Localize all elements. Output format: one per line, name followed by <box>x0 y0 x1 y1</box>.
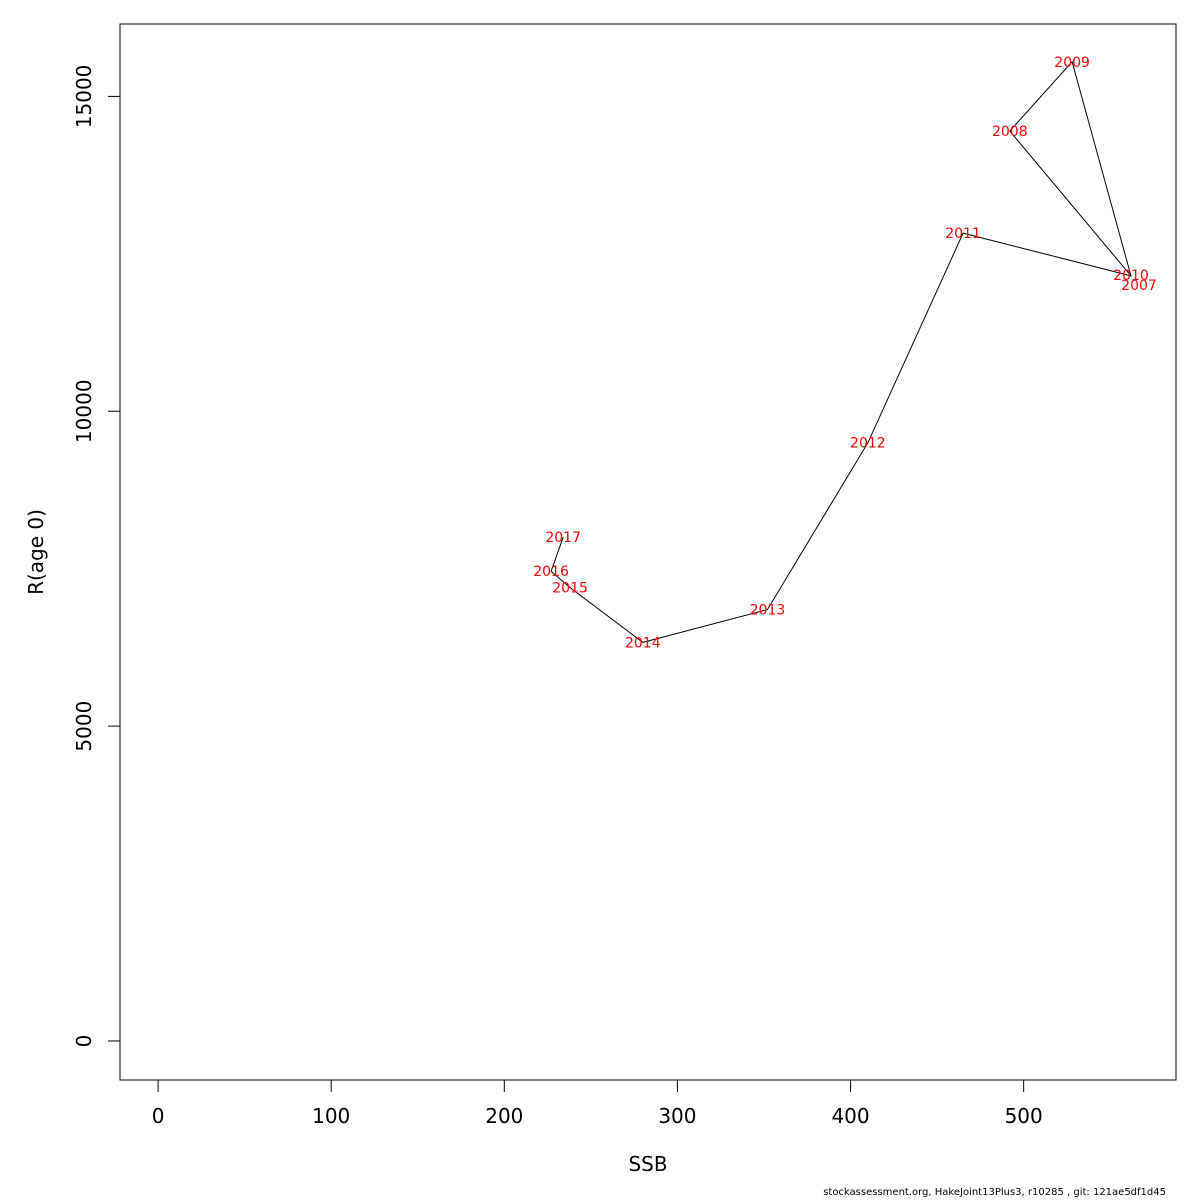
plot-frame <box>119 23 1177 1081</box>
point-labels: 2007 2008 2009 2010 2011 2012 2013 2014 20152016… <box>533 55 1157 652</box>
y-axis: 0 5000 10000 15000 <box>72 65 121 1048</box>
x-tick-label: 500 <box>1005 1104 1043 1128</box>
footer-credit: stockassessment.org, HakeJoint13Plus3, r… <box>823 1187 1166 1198</box>
point-label-2013: 2013 <box>750 603 786 619</box>
point-label-2009: 2009 <box>1054 55 1090 71</box>
point-label-2010: 2010 <box>1113 268 1149 284</box>
y-tick-label: 10000 <box>72 379 96 443</box>
x-axis-title: SSB <box>628 1152 667 1176</box>
point-label-2016: 2016 <box>533 564 569 580</box>
point-label-2015: 2015 <box>552 581 588 597</box>
series-path <box>550 60 1132 643</box>
y-tick-label: 5000 <box>72 701 96 752</box>
y-axis-title: R(age 0) <box>24 509 48 595</box>
y-tick-label: 15000 <box>72 65 96 129</box>
point-label-2008: 2008 <box>992 124 1028 140</box>
point-label-2012: 2012 <box>850 436 886 452</box>
point-label-2007: 2007 <box>1121 278 1157 294</box>
x-tick-label: 400 <box>831 1104 869 1128</box>
series-line <box>550 60 1132 643</box>
point-label-2017: 2017 <box>545 530 581 546</box>
x-tick-label: 0 <box>152 1104 165 1128</box>
point-label-2014: 2014 <box>625 635 661 651</box>
point-label-2011: 2011 <box>945 226 981 242</box>
x-tick-label: 100 <box>312 1104 350 1128</box>
y-tick-label: 0 <box>72 1035 96 1048</box>
x-tick-label: 200 <box>485 1104 523 1128</box>
x-tick-label: 300 <box>658 1104 696 1128</box>
x-axis: 0 100 200 300 400 500 <box>152 1079 1043 1128</box>
